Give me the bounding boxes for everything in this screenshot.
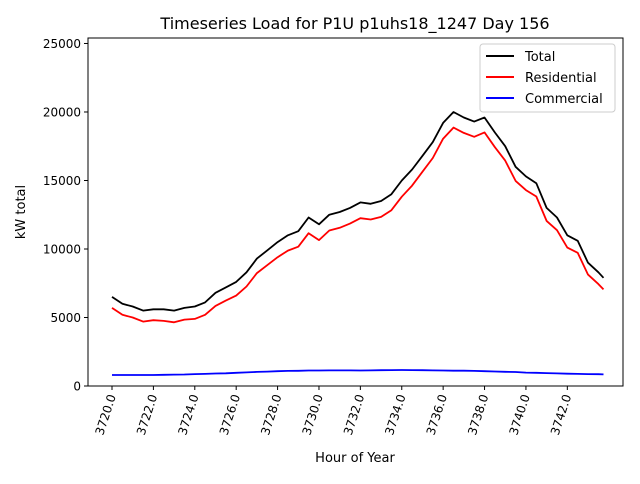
series-line-residential <box>111 126 605 324</box>
y-tick-label: 15000 <box>43 174 81 188</box>
x-tick-label: 3726.0 <box>217 393 243 437</box>
y-axis-label: kW total <box>14 185 29 239</box>
y-tick-label: 25000 <box>43 37 81 51</box>
x-tick-label: 3720.0 <box>93 393 119 437</box>
x-tick-label: 3724.0 <box>175 393 201 437</box>
x-tick-label: 3742.0 <box>548 393 574 437</box>
series-line-commercial <box>112 369 604 376</box>
x-tick-label: 3734.0 <box>382 393 408 437</box>
y-tick-label: 0 <box>73 380 81 394</box>
legend-box <box>479 43 616 113</box>
chart-title: Timeseries Load for P1U p1uhs18_1247 Day… <box>159 14 549 34</box>
x-tick-label: 3736.0 <box>424 393 450 437</box>
plot-frame <box>87 37 624 387</box>
legend-label-total: Total <box>524 50 555 65</box>
y-axis-ticks: 0 5000 10000 15000 20000 25000 <box>43 37 88 394</box>
legend-label-commercial: Commercial <box>525 92 603 107</box>
plot-lines <box>111 111 605 376</box>
y-tick-label: 5000 <box>50 311 81 325</box>
x-tick-label: 3730.0 <box>300 393 326 437</box>
x-tick-label: 3728.0 <box>258 393 284 437</box>
legend: Total Residential Commercial <box>479 43 616 113</box>
x-axis-ticks: 3720.0 3722.0 3724.0 3726.0 3728.0 3730.0 3732… <box>93 386 574 437</box>
x-tick-label: 3738.0 <box>465 393 491 437</box>
x-tick-label: 3722.0 <box>134 393 160 437</box>
x-tick-label: 3732.0 <box>341 393 367 437</box>
x-axis-label: Hour of Year <box>315 451 395 466</box>
y-tick-label: 20000 <box>43 105 81 119</box>
x-tick-label: 3740.0 <box>506 393 532 437</box>
y-tick-label: 10000 <box>43 242 81 256</box>
series-line-total <box>111 111 605 312</box>
legend-label-residential: Residential <box>525 71 597 86</box>
